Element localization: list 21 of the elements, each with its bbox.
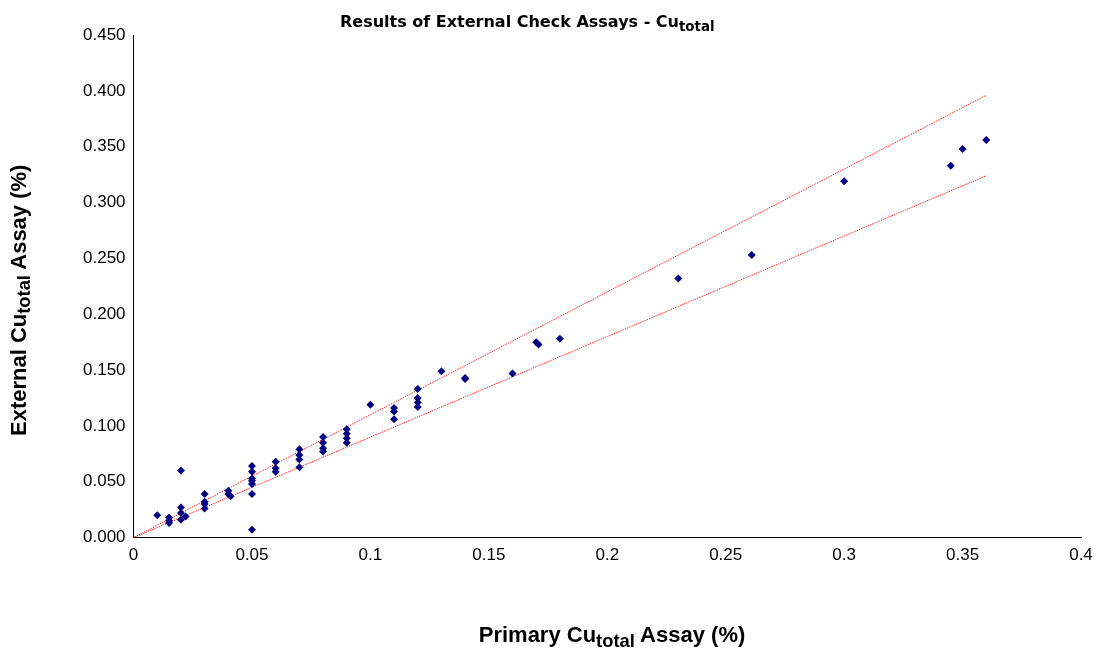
x-tick-label: 0.25 [709,545,743,565]
x-tick-label: 0.35 [946,545,980,565]
x-tick-label: 0.05 [235,545,269,565]
y-tick-label: 0.100 [82,415,126,435]
x-tick-label: 0 [128,545,139,565]
y-tick-label: 0.250 [82,248,126,268]
x-tick-label: 0.2 [595,545,620,565]
y-tick-label: 0.400 [82,80,126,100]
y-tick-label: 0.350 [82,136,126,156]
y-tick-label: 0.450 [82,24,126,44]
chart-title: Results of External Check Assays - Cu$_{total}$ [340,12,715,35]
x-tick-label: 0.4 [1069,545,1093,565]
y-tick-label: 0.300 [82,192,126,212]
y-tick-label: 0.000 [82,527,126,547]
x-tick-label: 0.3 [832,545,856,565]
y-tick-label: 0.200 [82,303,126,323]
x-tick-label: 0.15 [472,545,506,565]
x-tick-label: 0.1 [358,545,383,565]
y-tick-label: 0.050 [82,471,126,491]
y-tick-label: 0.150 [82,359,126,379]
x-axis-title: Primary Cu$_{total}$ Assay (%) [477,622,747,653]
